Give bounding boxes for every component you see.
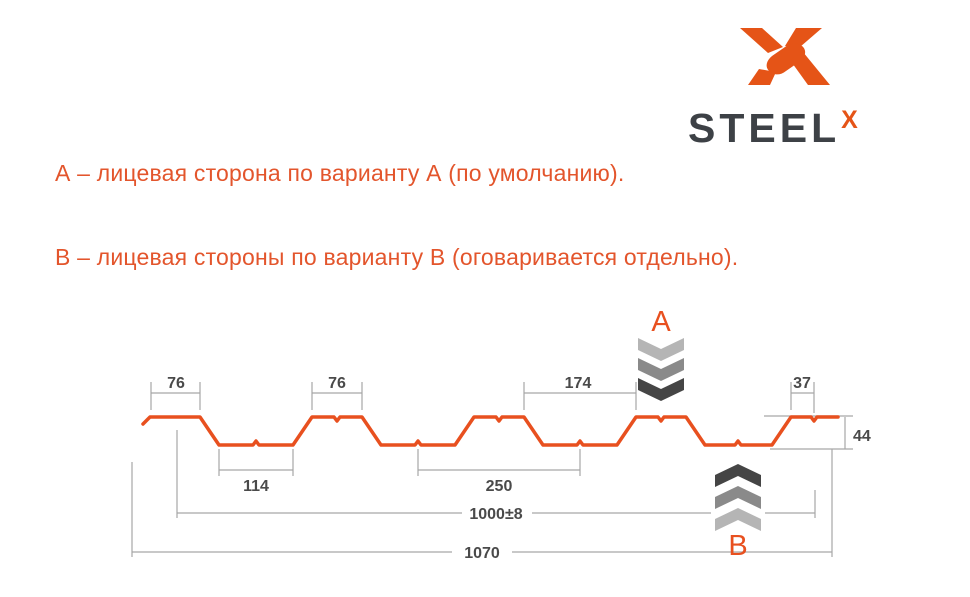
dim-label-114: 114 (243, 478, 269, 495)
marker-variant-a: A (638, 306, 684, 401)
note-variant-b: В – лицевая стороны по варианту В (огова… (55, 244, 739, 270)
chevrons-up-icon (715, 464, 761, 531)
note-variant-a: А – лицевая сторона по варианту А (по ум… (55, 160, 625, 186)
dim-label-37: 37 (793, 375, 811, 392)
brand-word-sup: X (841, 106, 858, 134)
dim-label-1070: 1070 (464, 545, 500, 562)
dim-valley-opening-174: 174 (523, 375, 637, 410)
dim-rib-pitch-250: 250 (417, 449, 581, 495)
marker-variant-b: B (711, 460, 765, 562)
profile-outline (141, 415, 840, 447)
dim-label-76-mid: 76 (328, 375, 346, 392)
dim-label-250: 250 (486, 478, 513, 495)
brand-logo: STEELX (688, 20, 918, 149)
brand-wordmark: STEELX (688, 108, 918, 149)
chevrons-down-icon (638, 338, 684, 401)
dim-flat-left-76: 76 (150, 375, 201, 410)
marker-a-letter: A (651, 306, 671, 338)
dim-label-174: 174 (565, 375, 592, 392)
brand-x-icon (740, 28, 830, 85)
brand-word: STEEL (688, 105, 841, 151)
dim-working-width-1000: 1000±8 (176, 430, 816, 523)
marker-b-letter: B (728, 530, 747, 562)
dim-label-1000: 1000±8 (469, 506, 522, 523)
dim-label-44: 44 (853, 428, 871, 445)
dim-edge-flat-37: 37 (790, 375, 815, 413)
dim-label-76-left: 76 (167, 375, 185, 392)
dim-valley-width-114: 114 (218, 449, 294, 495)
dim-flat-mid-76: 76 (311, 375, 363, 410)
dim-overall-width-1070: 1070 (131, 449, 833, 562)
